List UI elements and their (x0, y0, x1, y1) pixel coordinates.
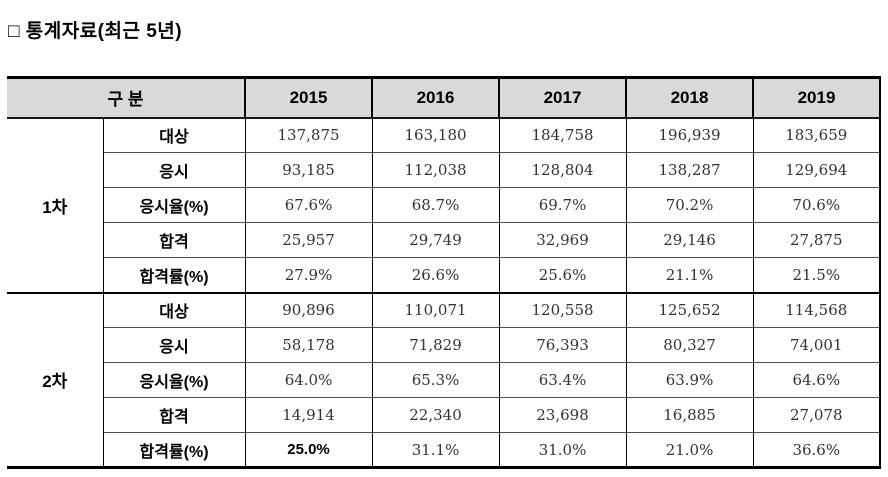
value-cell: 112,038 (371, 152, 500, 188)
value-cell: 129,694 (752, 152, 881, 188)
value-cell: 64.0% (244, 362, 373, 398)
value-cell: 21.5% (752, 257, 881, 293)
value-cell: 21.1% (625, 257, 754, 293)
value-cell: 128,804 (498, 152, 627, 188)
value-cell: 196,939 (625, 117, 754, 153)
header-year-cell: 2016 (371, 77, 500, 119)
value-cell: 25,957 (244, 222, 373, 258)
value-cell: 76,393 (498, 327, 627, 363)
value-cell: 31.0% (498, 432, 627, 468)
metric-label-cell: 합격 (102, 222, 246, 258)
header-group-cell: 구 분 (7, 77, 246, 119)
table-body: 1차 대상 137,875 163,180 184,758 196,939 183,659 응… (7, 117, 881, 468)
header-row: 구 분 2015 2016 2017 2018 2019 (7, 77, 881, 119)
value-cell: 70.6% (752, 187, 881, 223)
table-row: 합격 25,957 29,749 32,969 29,146 27,875 (7, 222, 881, 258)
table-row: 응시 93,185 112,038 128,804 138,287 129,694 (7, 152, 881, 188)
metric-label-cell: 응시 (102, 327, 246, 363)
value-cell: 25.6% (498, 257, 627, 293)
value-cell: 63.4% (498, 362, 627, 398)
value-cell: 16,885 (625, 397, 754, 433)
value-cell: 63.9% (625, 362, 754, 398)
header-year-cell: 2019 (752, 77, 881, 119)
value-cell: 23,698 (498, 397, 627, 433)
value-cell: 29,146 (625, 222, 754, 258)
value-cell: 27,078 (752, 397, 881, 433)
table-row: 응시율(%) 67.6% 68.7% 69.7% 70.2% 70.6% (7, 187, 881, 223)
value-cell: 36.6% (752, 432, 881, 468)
round-group-cell: 2차 (7, 291, 103, 468)
table-row: 응시 58,178 71,829 76,393 80,327 74,001 (7, 327, 881, 363)
metric-label-cell: 대상 (102, 117, 246, 153)
value-cell: 31.1% (371, 432, 500, 468)
value-cell: 90,896 (244, 291, 373, 328)
table-row: 2차 대상 90,896 110,071 120,558 125,652 114,568 (7, 291, 881, 468)
value-cell: 137,875 (244, 117, 373, 153)
value-cell: 74,001 (752, 327, 881, 363)
value-cell: 71,829 (371, 327, 500, 363)
value-cell: 80,327 (625, 327, 754, 363)
value-cell: 110,071 (371, 291, 500, 328)
metric-label-cell: 응시 (102, 152, 246, 188)
metric-label-cell: 응시율(%) (102, 362, 246, 398)
value-cell: 14,914 (244, 397, 373, 433)
metric-label-cell: 대상 (102, 291, 246, 328)
header-year-cell: 2018 (625, 77, 754, 119)
value-cell: 27,875 (752, 222, 881, 258)
value-cell: 27.9% (244, 257, 373, 293)
value-cell: 138,287 (625, 152, 754, 188)
table-row: 합격 14,914 22,340 23,698 16,885 27,078 (7, 397, 881, 433)
metric-label-cell: 합격률(%) (102, 432, 246, 468)
table-row: 1차 대상 137,875 163,180 184,758 196,939 183,659 (7, 117, 881, 217)
table-row: 응시율(%) 64.0% 65.3% 63.4% 63.9% 64.6% (7, 362, 881, 398)
statistics-table: 구 분 2015 2016 2017 2018 2019 1차 대상 137,875… (7, 76, 882, 469)
table-row: 합격률(%) 25.0% 31.1% 31.0% 21.0% 36.6% (7, 432, 881, 468)
value-cell: 58,178 (244, 327, 373, 363)
value-cell: 29,749 (371, 222, 500, 258)
value-cell: 125,652 (625, 291, 754, 328)
value-cell: 64.6% (752, 362, 881, 398)
value-cell: 70.2% (625, 187, 754, 223)
header-year-cell: 2017 (498, 77, 627, 119)
value-cell: 163,180 (371, 117, 500, 153)
value-cell: 26.6% (371, 257, 500, 293)
value-cell: 25.0% (244, 432, 373, 468)
value-cell: 183,659 (752, 117, 881, 153)
round-group-cell: 1차 (42, 197, 68, 217)
value-cell: 69.7% (498, 187, 627, 223)
metric-label-cell: 응시율(%) (102, 187, 246, 223)
value-cell: 32,969 (498, 222, 627, 258)
metric-label-cell: 합격 (102, 397, 246, 433)
value-cell: 21.0% (625, 432, 754, 468)
value-cell: 65.3% (371, 362, 500, 398)
value-cell: 67.6% (244, 187, 373, 223)
value-cell: 184,758 (498, 117, 627, 153)
header-year-cell: 2015 (244, 77, 373, 119)
table-row: 합격률(%) 27.9% 26.6% 25.6% 21.1% 21.5% (7, 257, 881, 293)
metric-label-cell: 합격률(%) (102, 257, 246, 293)
value-cell: 120,558 (498, 291, 627, 328)
table-header: 구 분 2015 2016 2017 2018 2019 (7, 77, 881, 119)
page-title: □ 통계자료(최근 5년) (8, 21, 183, 42)
value-cell: 93,185 (244, 152, 373, 188)
value-cell: 114,568 (752, 291, 881, 328)
value-cell: 68.7% (371, 187, 500, 223)
value-cell: 22,340 (371, 397, 500, 433)
